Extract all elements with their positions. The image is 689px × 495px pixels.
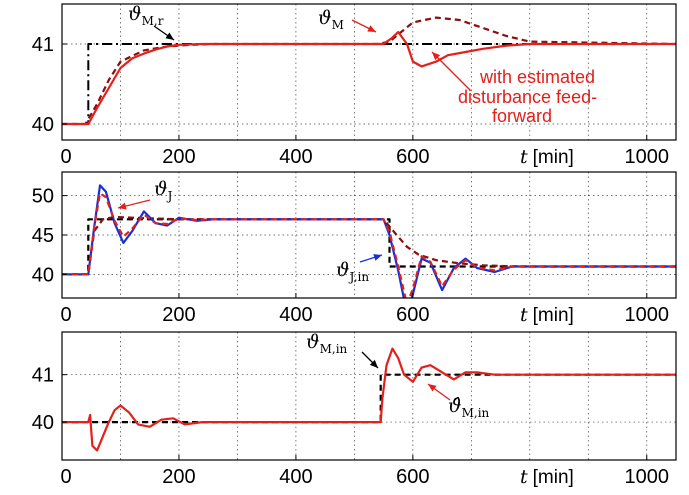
x-tick-label: 0 [60,466,71,488]
annotation-arrow-j-in [359,254,383,263]
x-tick-label: 400 [279,146,312,168]
x-tick-label: 400 [279,466,312,488]
annotation-arrow-m-r [153,25,175,41]
x-tick-label: 0 [60,146,71,168]
x-tick-label: 200 [162,304,195,326]
series-line-1 [62,347,676,452]
x-axis-label: t [min] [520,466,574,488]
plot-frame [61,331,677,461]
annotation-arrow-m-in-hat [427,383,451,401]
x-tick-label: 1000 [625,304,670,326]
x-tick-label: 600 [396,304,429,326]
annotation-theta-m: ϑM [318,7,344,32]
series-line-0 [62,373,676,424]
annotation-arrow-j [117,199,151,210]
x-tick-label: 1000 [625,146,670,168]
panel-1-measured-temperature: 40 41 0 200 400 600 1000 t [min] ϑM,r ϑM with estim… [32,3,677,168]
series-line-2 [62,184,676,298]
x-axis-label: t [min] [520,304,574,326]
grid [62,332,676,460]
x-tick-label: 400 [279,304,312,326]
series-group [62,347,676,452]
y-tick-label: 45 [32,225,54,247]
series-group [62,16,676,126]
series-line-1 [62,215,676,276]
panel-3-inlet-temperature: 40 41 0 200 400 600 1000 t [min] ϑM,in ϑ̂M,in [32,331,677,488]
annotation-arrow-m-in [361,351,379,369]
y-tick-label: 50 [32,186,54,208]
y-tick-label: 40 [32,264,54,286]
x-tick-label: 1000 [625,466,670,488]
x-tick-label: 200 [162,146,195,168]
annotation-theta-m-in: ϑM,in [306,331,348,356]
annotation-arrow-feedforward [431,51,471,91]
x-tick-label: 600 [396,466,429,488]
annotation-theta-m-r: ϑM,r [128,3,164,28]
series-line-2 [62,30,676,126]
annotation-theta-j-in: ϑJ,in [336,259,369,284]
y-tick-label: 40 [32,412,54,434]
x-tick-label: 600 [396,146,429,168]
annotation-theta-m-in-hat: ϑ̂M,in [448,395,490,420]
annotation-theta-j: ϑJ [154,178,173,203]
annotation-feedforward-line-2: disturbance feed- [458,87,597,107]
series-line-3 [62,192,676,298]
x-axis-label: t [min] [520,146,574,168]
y-tick-label: 40 [32,114,54,136]
series-group [62,184,676,298]
panel-2-jacket-temperature: 40 45 50 0 200 400 600 1000 t [min] ϑJ ϑJ,in [32,171,677,326]
annotation-feedforward-line-1: with estimated [479,67,595,87]
grid [62,172,676,298]
plot-frame [61,3,677,141]
annotation-feedforward-line-3: forward [492,106,552,126]
x-tick-label: 200 [162,466,195,488]
annotation-arrow-m [351,19,377,33]
y-tick-label: 41 [32,34,54,56]
x-tick-label: 0 [60,304,71,326]
y-tick-label: 41 [32,365,54,387]
